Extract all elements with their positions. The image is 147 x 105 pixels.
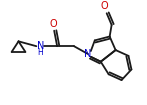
Text: N: N xyxy=(37,41,44,51)
Text: N: N xyxy=(84,49,92,59)
Text: O: O xyxy=(101,1,108,11)
Text: H: H xyxy=(37,49,43,57)
Text: O: O xyxy=(49,19,57,29)
